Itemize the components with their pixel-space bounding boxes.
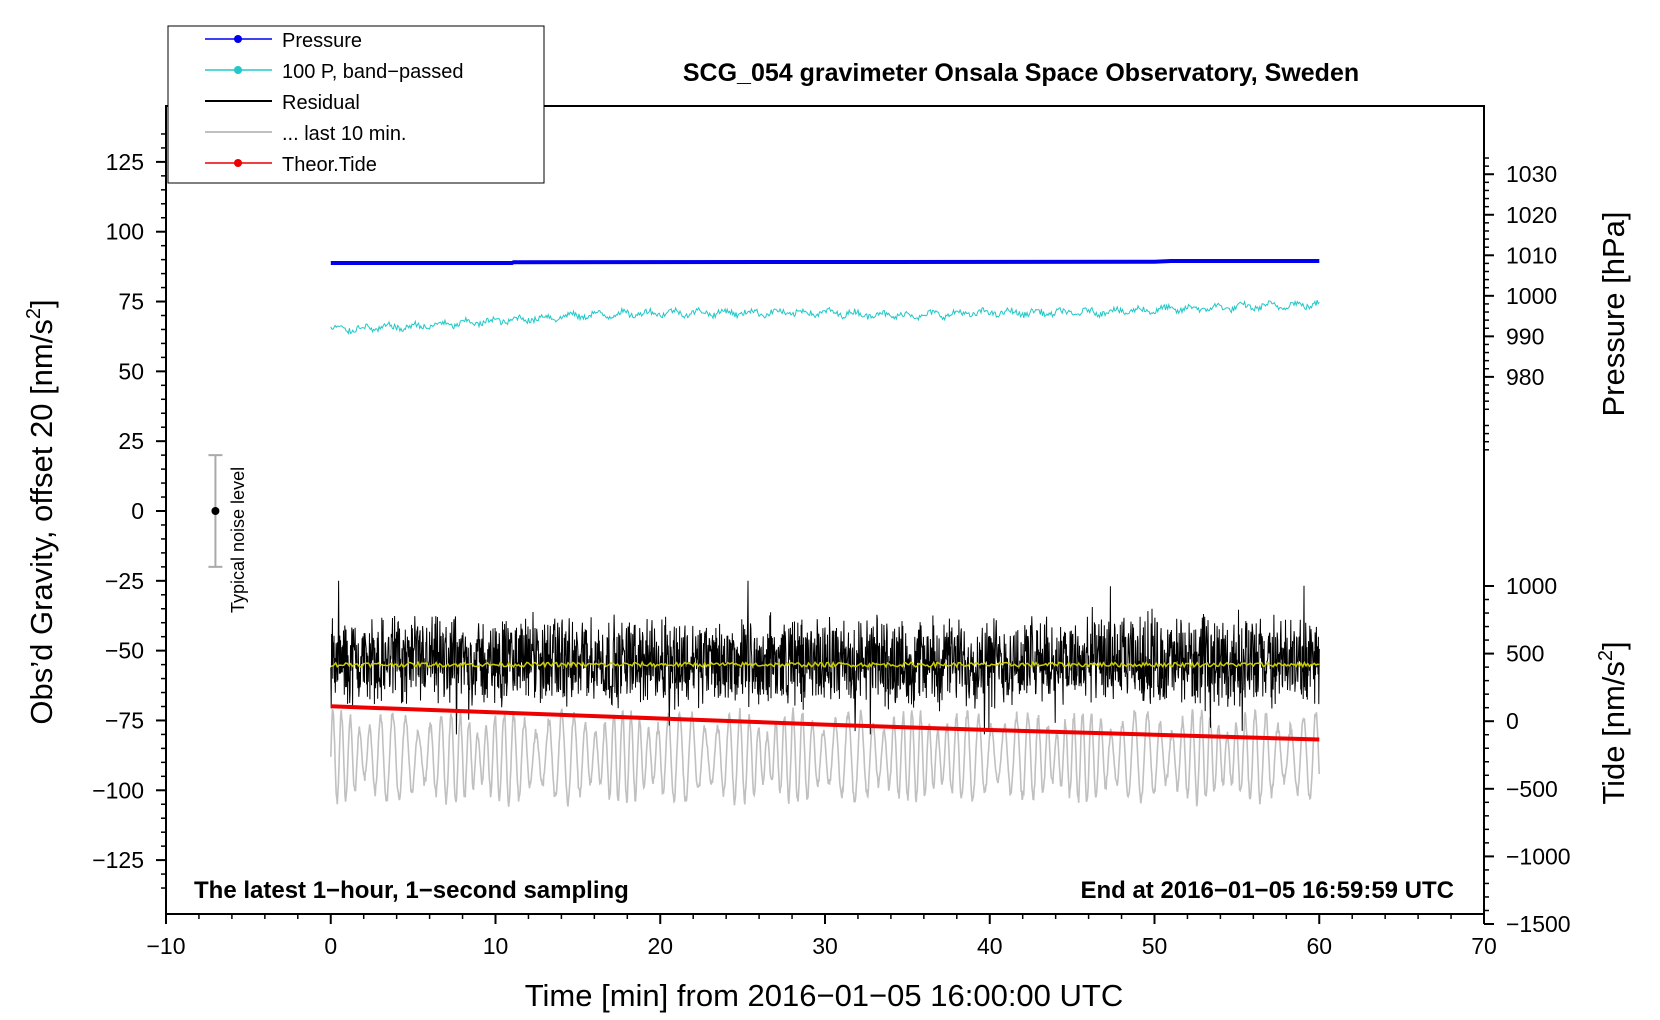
y-tick-label: 0 [131, 498, 144, 524]
pressure-tick-label: 1000 [1506, 283, 1557, 309]
sampling-note: The latest 1−hour, 1−second sampling [194, 877, 629, 904]
tide-tick-label: −1500 [1506, 911, 1571, 937]
x-tick-label: 40 [977, 933, 1003, 959]
chart-title: SCG_054 gravimeter Onsala Space Observat… [683, 59, 1359, 87]
legend-label-last-10-min: ... last 10 min. [282, 123, 407, 145]
x-tick-label: 20 [647, 933, 673, 959]
legend-label-theor-tide: Theor.Tide [282, 154, 377, 176]
series-layer [330, 259, 1321, 807]
legend-marker-band-passed [234, 66, 242, 74]
y-tick-label: −100 [92, 777, 144, 803]
y-tick-label: 100 [106, 219, 144, 245]
legend-item-residual: Residual [205, 92, 360, 114]
legend-item-band-passed: 100 P, band−passed [205, 61, 463, 83]
y-tick-label: 125 [106, 149, 144, 175]
pressure-axis-title: Pressure [hPa] [1596, 211, 1631, 416]
y-tick-label: −75 [105, 707, 144, 733]
legend-item-theor-tide: Theor.Tide [205, 154, 377, 176]
tide-tick-label: 1000 [1506, 573, 1557, 599]
series-pressure [330, 259, 1320, 265]
series-last-10-min [330, 707, 1321, 807]
x-tick-label: 60 [1306, 933, 1332, 959]
legend-item-pressure: Pressure [205, 30, 362, 52]
y-tick-label: −125 [92, 847, 144, 873]
pressure-tick-label: 1020 [1506, 202, 1557, 228]
tide-axis-title: Tide [nm/s2] [1595, 641, 1631, 804]
legend-label-pressure: Pressure [282, 30, 362, 52]
y-tick-label: 75 [118, 289, 144, 315]
noise-level-indicator [208, 454, 223, 568]
x-tick-label: 70 [1471, 933, 1497, 959]
pressure-tick-label: 1030 [1506, 161, 1557, 187]
x-tick-label: −10 [146, 933, 185, 959]
tide-tick-label: 500 [1506, 641, 1544, 667]
legend-label-residual: Residual [282, 92, 360, 114]
legend-box [167, 25, 545, 184]
y-tick-label: −50 [105, 638, 144, 664]
plot-frame [165, 105, 1485, 915]
series-residual [330, 580, 1320, 735]
tide-tick-label: −500 [1506, 776, 1558, 802]
series-band-passed-pressure [330, 299, 1320, 335]
x-tick-label: 50 [1142, 933, 1168, 959]
y-axis-title: Obs’d Gravity, offset 20 [nm/s2] [23, 299, 59, 724]
ticks-layer: −10 0 10 20 30 40 50 60 701251007550250−25−50−75… [92, 133, 1571, 959]
y-tick-label: 25 [118, 428, 144, 454]
y-tick-label: 50 [118, 358, 144, 384]
y-tick-label: −25 [105, 568, 144, 594]
legend-item-last-10-min: ... last 10 min. [205, 123, 407, 145]
x-tick-label: 10 [483, 933, 509, 959]
series-smoothed-residual [330, 660, 1320, 669]
x-tick-label: 0 [324, 933, 337, 959]
legend-marker-pressure [234, 35, 242, 43]
noise-bar-center [211, 507, 220, 515]
tide-tick-label: −1000 [1506, 843, 1571, 869]
tide-tick-label: 0 [1506, 708, 1519, 734]
x-tick-label: 30 [812, 933, 838, 959]
end-time-note: End at 2016−01−05 16:59:59 UTC [1080, 877, 1454, 904]
pressure-tick-label: 990 [1506, 323, 1544, 349]
legend-label-band-passed: 100 P, band−passed [282, 61, 463, 83]
legend-marker-theor-tide [234, 159, 242, 167]
pressure-tick-label: 1010 [1506, 242, 1557, 268]
pressure-tick-label: 980 [1506, 364, 1544, 390]
noise-level-label: Typical noise level [228, 467, 248, 613]
series-theor-tide [330, 704, 1320, 742]
x-axis-title: Time [min] from 2016−01−05 16:00:00 UTC [525, 978, 1124, 1013]
legend: Pressure 100 P, band−passed Residual ...… [167, 25, 545, 184]
